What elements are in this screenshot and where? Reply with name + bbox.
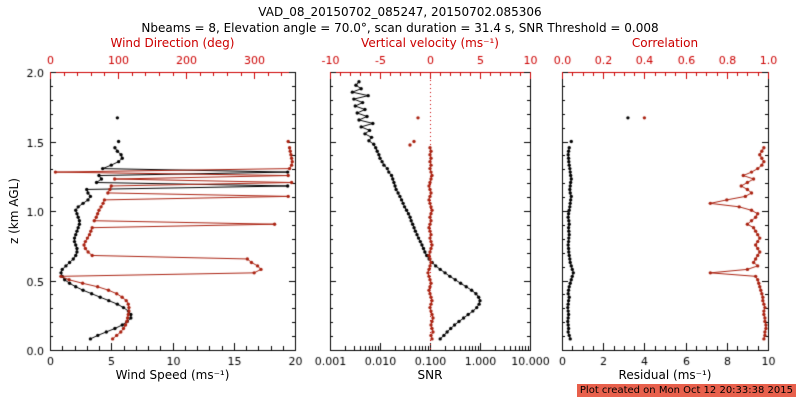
- correlation-axis-label: Correlation: [631, 36, 699, 50]
- y-axis-label: z (km AGL): [7, 178, 21, 244]
- residual-axis-label: Residual (ms⁻¹): [618, 368, 712, 382]
- wind-direction-axis-label: Wind Direction (deg): [110, 36, 235, 50]
- wind-speed-axis-label: Wind Speed (ms⁻¹): [115, 368, 230, 382]
- snr-axis-label: SNR: [417, 368, 443, 382]
- vertical-velocity-axis-label: Vertical velocity (ms⁻¹): [361, 36, 499, 50]
- creation-timestamp: Plot created on Mon Oct 12 20:33:38 2015: [576, 384, 796, 397]
- plot-subtitle: Nbeams = 8, Elevation angle = 70.0°, sca…: [141, 21, 659, 35]
- plot-title: VAD_08_20150702_085247, 20150702.085306: [258, 5, 542, 19]
